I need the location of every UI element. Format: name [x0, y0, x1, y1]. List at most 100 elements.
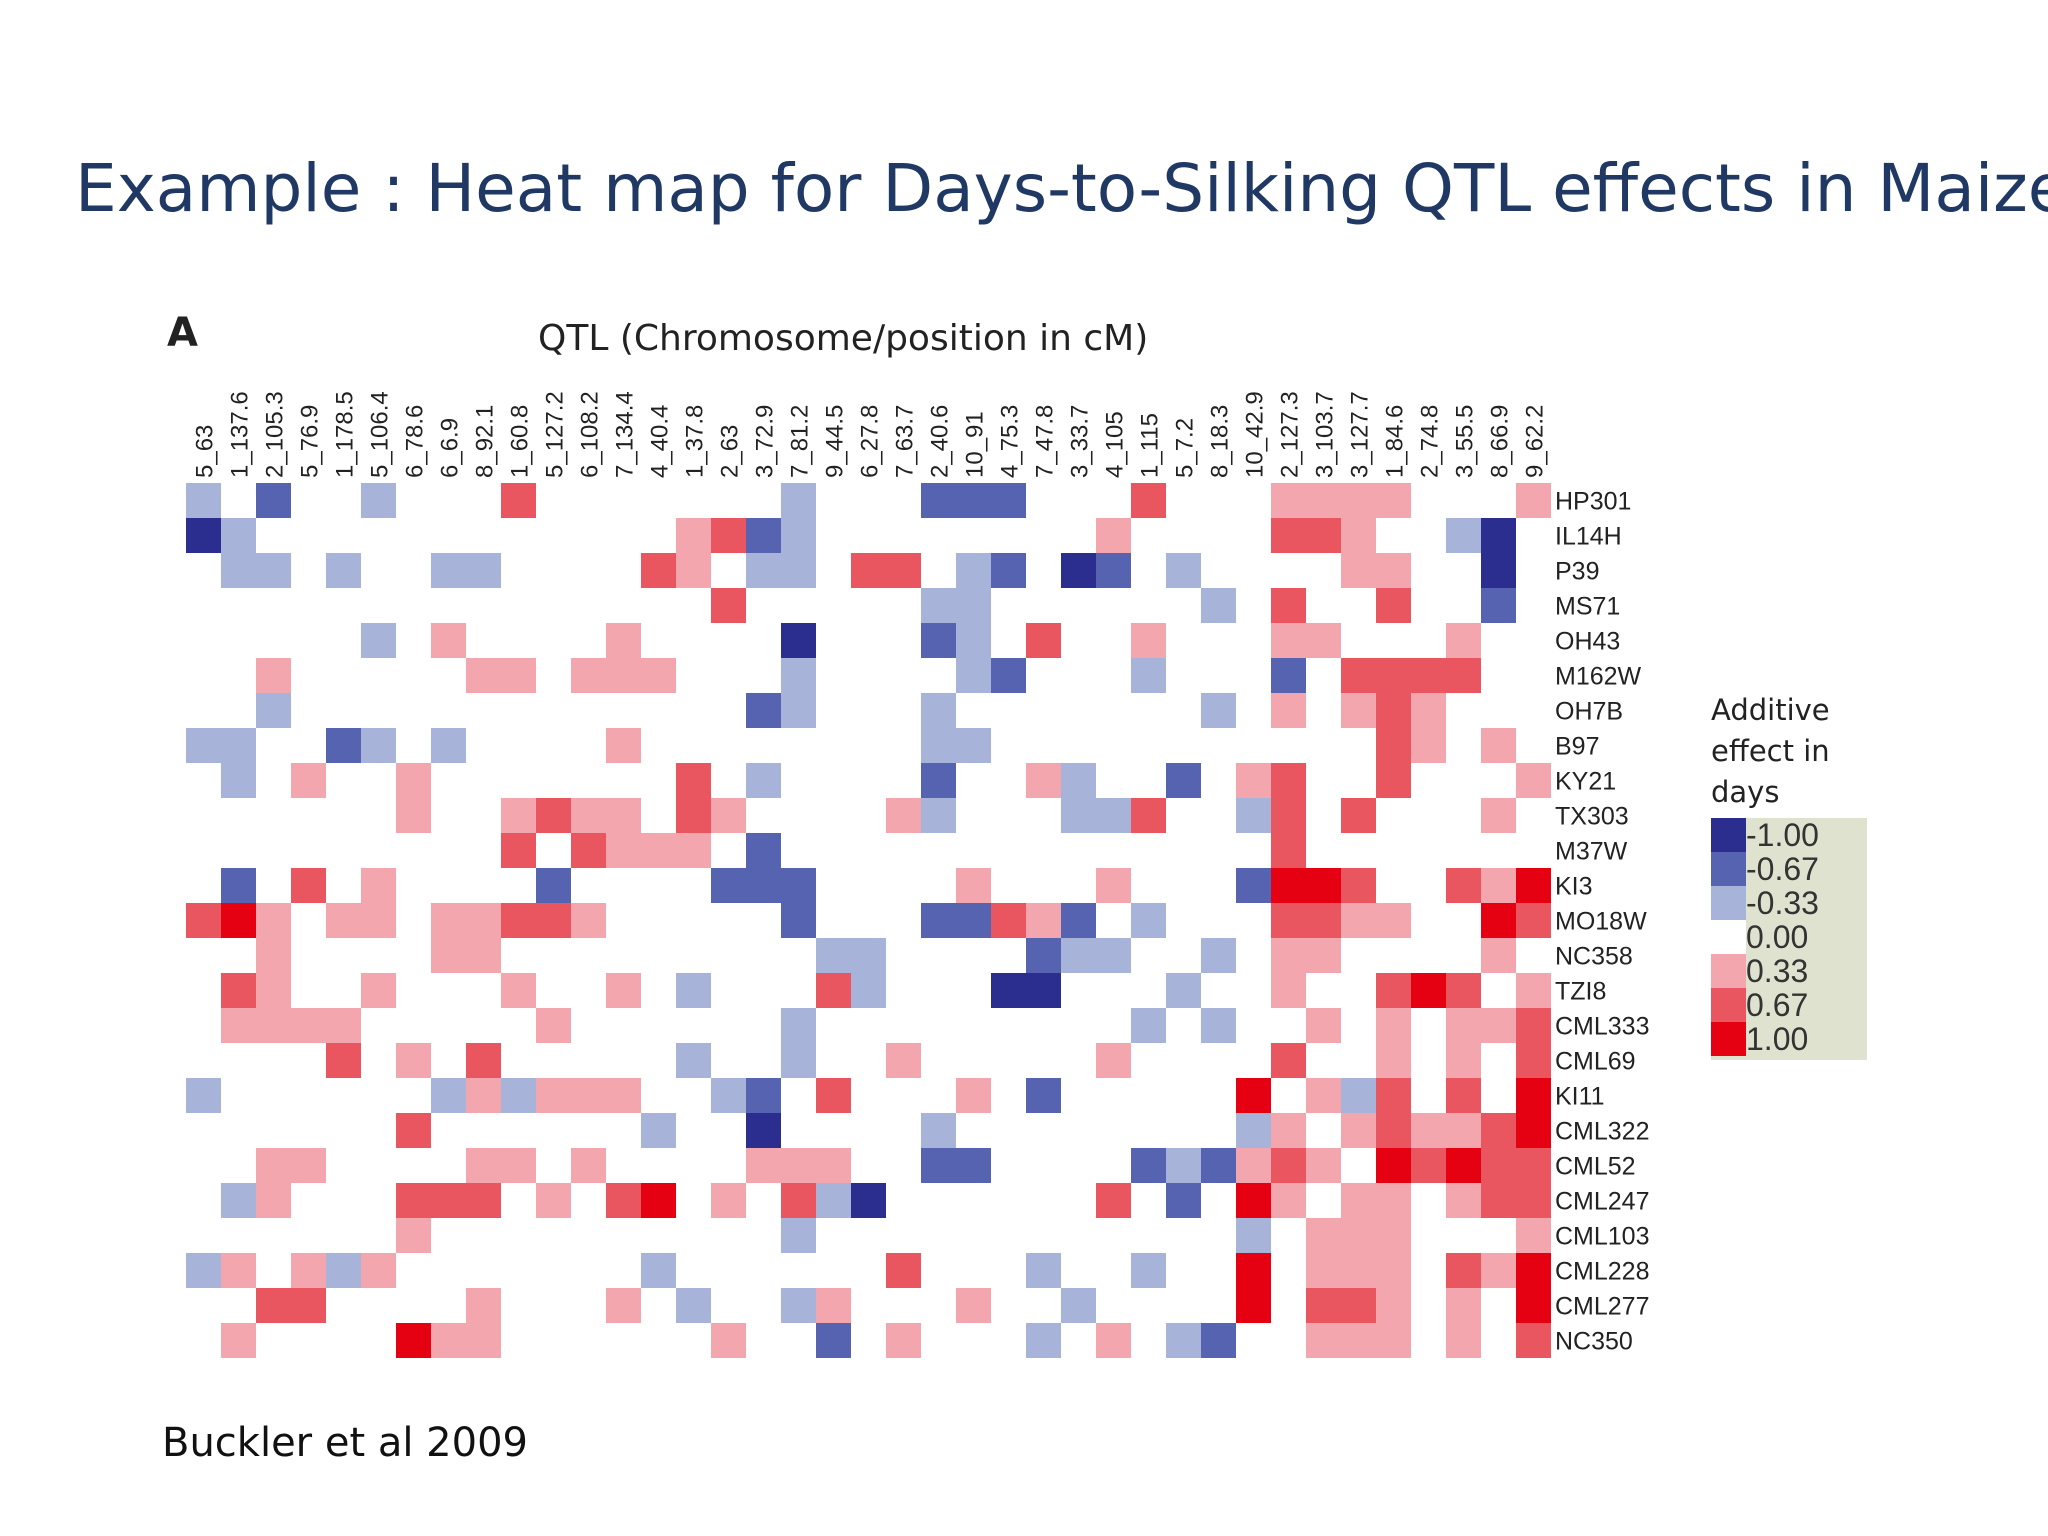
- heatmap-cell: [1516, 1183, 1551, 1218]
- heatmap-cell: [431, 728, 466, 763]
- heatmap-cell: [991, 553, 1026, 588]
- heatmap-cell: [466, 938, 501, 973]
- heatmap-cell: [1446, 1288, 1481, 1323]
- heatmap-cell: [641, 1113, 676, 1148]
- row-label: KY21: [1555, 768, 1616, 796]
- heatmap-cell: [361, 623, 396, 658]
- heatmap-cell: [571, 798, 606, 833]
- heatmap-cell: [781, 1183, 816, 1218]
- legend: -1.00 -0.67 -0.33 0.00 0.33 0.67 1.00: [1711, 818, 1867, 1060]
- column-label: 5_76.9: [297, 405, 324, 478]
- heatmap-cell: [466, 1043, 501, 1078]
- heatmap-cell: [921, 1148, 956, 1183]
- column-label: 1_84.6: [1382, 405, 1409, 478]
- heatmap-cell: [1376, 973, 1411, 1008]
- heatmap-cell: [571, 833, 606, 868]
- heatmap-cell: [1201, 1148, 1236, 1183]
- heatmap-cell: [1516, 1323, 1551, 1358]
- heatmap-cell: [816, 938, 851, 973]
- column-label: 2_63: [717, 425, 744, 478]
- heatmap-cell: [1446, 1148, 1481, 1183]
- heatmap-cell: [466, 1183, 501, 1218]
- heatmap-cell: [1481, 728, 1516, 763]
- heatmap-cell: [1376, 1323, 1411, 1358]
- heatmap-cell: [1341, 1323, 1376, 1358]
- heatmap-cell: [361, 1253, 396, 1288]
- column-label: 2_105.3: [262, 391, 289, 478]
- heatmap-cell: [991, 973, 1026, 1008]
- heatmap-cell: [781, 1218, 816, 1253]
- heatmap-cell: [1376, 1043, 1411, 1078]
- heatmap-cell: [816, 1183, 851, 1218]
- heatmap-cell: [921, 903, 956, 938]
- heatmap-cell: [956, 1078, 991, 1113]
- heatmap-cell: [1306, 868, 1341, 903]
- heatmap-cell: [1131, 483, 1166, 518]
- heatmap-cell: [1376, 483, 1411, 518]
- heatmap-cell: [1376, 553, 1411, 588]
- heatmap-cell: [1411, 1113, 1446, 1148]
- legend-swatch: [1711, 988, 1746, 1022]
- heatmap-cell: [781, 1288, 816, 1323]
- heatmap-cell: [256, 553, 291, 588]
- heatmap-cell: [1446, 868, 1481, 903]
- column-label: 3_33.7: [1067, 405, 1094, 478]
- heatmap-cell: [221, 728, 256, 763]
- heatmap-cell: [256, 693, 291, 728]
- heatmap-cell: [396, 1043, 431, 1078]
- heatmap-cell: [1481, 938, 1516, 973]
- heatmap-cell: [991, 483, 1026, 518]
- heatmap-cell: [466, 1148, 501, 1183]
- heatmap-cell: [1061, 1288, 1096, 1323]
- heatmap-cell: [676, 798, 711, 833]
- heatmap-cell: [606, 1078, 641, 1113]
- heatmap-cell: [431, 553, 466, 588]
- row-label: CML69: [1555, 1048, 1636, 1076]
- heatmap-cell: [1446, 1253, 1481, 1288]
- heatmap-cell: [886, 798, 921, 833]
- heatmap-cell: [746, 833, 781, 868]
- heatmap-cell: [641, 658, 676, 693]
- heatmap-cell: [746, 518, 781, 553]
- column-label: 7_47.8: [1032, 405, 1059, 478]
- row-label: M162W: [1555, 663, 1642, 691]
- heatmap-cell: [1411, 1148, 1446, 1183]
- heatmap-cell: [1446, 1183, 1481, 1218]
- heatmap-cell: [711, 798, 746, 833]
- heatmap-cell: [326, 903, 361, 938]
- heatmap-cell: [1516, 1008, 1551, 1043]
- heatmap-cell: [256, 1183, 291, 1218]
- heatmap-cell: [1411, 658, 1446, 693]
- heatmap-cell: [466, 658, 501, 693]
- legend-swatch: [1711, 954, 1746, 988]
- heatmap-cell: [1131, 623, 1166, 658]
- heatmap-cell: [1271, 938, 1306, 973]
- column-label: 9_44.5: [822, 405, 849, 478]
- heatmap-cell: [186, 1078, 221, 1113]
- heatmap-cell: [291, 763, 326, 798]
- heatmap-cell: [1516, 1113, 1551, 1148]
- heatmap-cell: [676, 553, 711, 588]
- heatmap-cell: [1271, 1043, 1306, 1078]
- heatmap-cell: [186, 728, 221, 763]
- heatmap-cell: [1131, 1148, 1166, 1183]
- heatmap-cell: [816, 1288, 851, 1323]
- heatmap-cell: [1306, 518, 1341, 553]
- chart-title: QTL (Chromosome/position in cM): [538, 318, 1149, 359]
- column-label: 4_75.3: [997, 405, 1024, 478]
- heatmap-cell: [501, 903, 536, 938]
- heatmap-cell: [1271, 623, 1306, 658]
- heatmap-cell: [1376, 693, 1411, 728]
- heatmap-cell: [536, 903, 571, 938]
- heatmap-cell: [1446, 1323, 1481, 1358]
- heatmap-cell: [1376, 903, 1411, 938]
- heatmap-cell: [1516, 763, 1551, 798]
- heatmap-cell: [1236, 1078, 1271, 1113]
- heatmap-cell: [1166, 1148, 1201, 1183]
- heatmap-cell: [1271, 763, 1306, 798]
- heatmap-cell: [396, 1323, 431, 1358]
- column-label: 1_137.6: [227, 391, 254, 478]
- heatmap-cell: [186, 1253, 221, 1288]
- heatmap-cell: [1341, 553, 1376, 588]
- heatmap-cell: [746, 1113, 781, 1148]
